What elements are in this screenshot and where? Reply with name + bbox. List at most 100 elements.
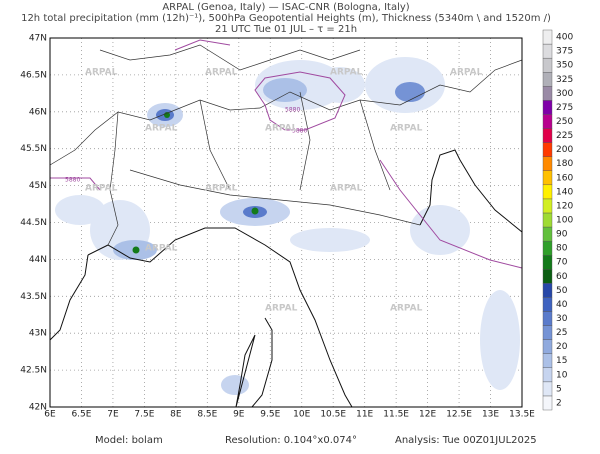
y-tick-label: 46N (29, 107, 47, 117)
watermark: ARPAL (145, 124, 178, 134)
x-tick-label: 7.5E (134, 410, 154, 420)
colorbar-label: 2 (556, 398, 562, 408)
footer-resolution: Resolution: 0.104°x0.074° (225, 435, 357, 446)
y-tick-label: 45.5N (20, 144, 47, 154)
contour-label: 5880 (285, 107, 300, 114)
colorbar-label: 140 (556, 187, 573, 197)
y-tick-label: 45N (29, 181, 47, 191)
colorbar-swatch (542, 240, 553, 256)
colorbar-swatch (542, 128, 553, 143)
watermark: ARPAL (85, 184, 118, 194)
colorbar-swatch (542, 100, 553, 115)
colorbar-swatch (542, 395, 553, 411)
colorbar-swatch (542, 86, 553, 101)
y-tick-label: 46.5N (20, 70, 47, 80)
colorbar-label: 30 (556, 314, 568, 324)
colorbar-label: 400 (556, 33, 573, 43)
colorbar-label: 225 (556, 131, 573, 141)
colorbar-label: 200 (556, 145, 573, 155)
x-tick-label: 6.5E (71, 410, 91, 420)
watermark: ARPAL (85, 68, 118, 78)
colorbar-label: 50 (556, 286, 568, 296)
x-tick-label: 9E (233, 410, 245, 420)
x-tick-label: 6E (44, 410, 56, 420)
watermark: ARPAL (450, 68, 483, 78)
x-tick-label: 10.5E (320, 410, 346, 420)
colorbar-label: 20 (556, 342, 568, 352)
borders (49, 44, 523, 246)
colorbar-swatch (542, 29, 553, 45)
footer-analysis: Analysis: Tue 00Z01JUL2025 (395, 435, 537, 446)
watermark: ARPAL (265, 124, 298, 134)
x-tick-label: 9.5E (260, 410, 280, 420)
x-tick-label: 8.5E (197, 410, 217, 420)
header-line: 12h total precipitation (mm (12h)⁻¹), 50… (21, 13, 551, 24)
colorbar-label: 300 (556, 89, 573, 99)
x-tick-label: 8E (170, 410, 182, 420)
colorbar-swatch (542, 311, 553, 326)
x-tick-label: 12E (419, 410, 436, 420)
watermark: ARPAL (205, 68, 238, 78)
x-tick-label: 10E (293, 410, 310, 420)
colorbar-swatch (542, 297, 553, 312)
colorbar-swatch (542, 212, 553, 228)
colorbar-swatch (542, 339, 553, 354)
colorbar-swatch (542, 184, 553, 200)
colorbar-swatch (542, 114, 553, 129)
colorbar-swatch (542, 142, 553, 157)
watermark: ARPAL (205, 184, 238, 194)
x-tick-label: 13.5E (509, 410, 535, 420)
colorbar-label: 160 (556, 173, 573, 183)
x-tick-label: 7E (107, 410, 119, 420)
watermark: ARPAL (145, 244, 178, 254)
colorbar-swatch (542, 353, 553, 368)
precipitation (55, 57, 520, 395)
colorbar-label: 25 (556, 328, 567, 338)
x-tick-label: 12.5E (446, 410, 472, 420)
watermark: ARPAL (330, 184, 363, 194)
coastline (49, 149, 523, 408)
y-tick-label: 43.5N (20, 292, 47, 302)
watermark: ARPAL (390, 124, 423, 134)
colorbar-swatch (542, 381, 553, 397)
colorbar-swatch (542, 72, 553, 87)
colorbar-swatch (542, 283, 553, 298)
colorbar-label: 15 (556, 356, 567, 366)
contour-label: 5880 (65, 177, 80, 184)
colorbar-swatch (542, 367, 553, 383)
colorbar-label: 90 (556, 230, 568, 240)
x-tick-label: 11E (356, 410, 373, 420)
watermark: ARPAL (330, 68, 363, 78)
contours (50, 39, 523, 269)
x-tick-label: 11.5E (383, 410, 409, 420)
colorbar-label: 100 (556, 216, 573, 226)
y-tick-label: 42N (29, 403, 47, 413)
colorbar-label: 325 (556, 75, 573, 85)
colorbar-label: 70 (556, 258, 568, 268)
colorbar-swatch (542, 269, 553, 284)
map-frame (49, 37, 523, 408)
colorbar-label: 350 (556, 61, 573, 71)
colorbar-label: 5 (556, 384, 562, 394)
x-tick-label: 13E (482, 410, 499, 420)
colorbar-swatch (542, 170, 553, 186)
colorbar-swatch (542, 156, 553, 171)
contour-label: 5880 (292, 128, 307, 135)
colorbar-label: 375 (556, 47, 573, 57)
colorbar: 2510152025304050607080901001201401601802… (542, 29, 573, 411)
colorbar-swatch (542, 43, 553, 59)
colorbar-label: 120 (556, 201, 573, 211)
watermark: ARPAL (390, 304, 423, 314)
colorbar-label: 80 (556, 244, 568, 254)
colorbar-swatch (542, 325, 553, 340)
y-tick-label: 42.5N (20, 366, 47, 376)
colorbar-swatch (542, 254, 553, 270)
header-line: ARPAL (Genoa, Italy) — ISAC-CNR (Bologna… (162, 2, 409, 13)
y-tick-label: 44N (29, 255, 47, 265)
footer-model: Model: bolam (95, 435, 163, 446)
colorbar-label: 10 (556, 370, 568, 380)
header-line: 21 UTC Tue 01 JUL – τ = 21h (215, 24, 357, 35)
y-tick-label: 44.5N (20, 218, 47, 228)
y-tick-label: 43N (29, 329, 47, 339)
